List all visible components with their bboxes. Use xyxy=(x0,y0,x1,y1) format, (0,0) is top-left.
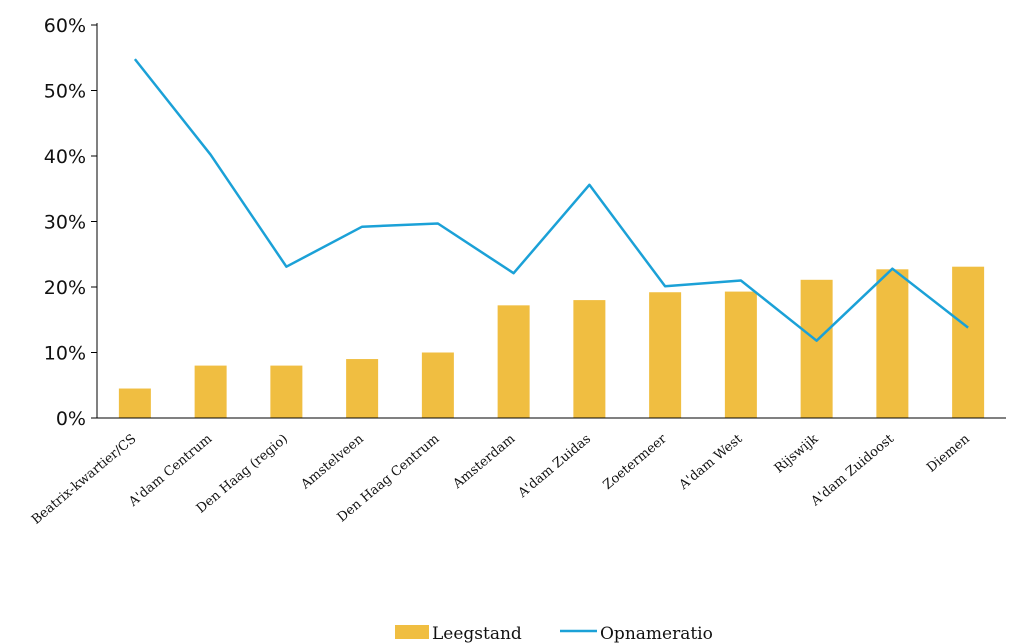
y-tick-label: 10% xyxy=(44,343,86,365)
y-tick-label: 40% xyxy=(44,146,86,168)
bar-leegstand xyxy=(270,365,303,418)
legend-swatch-leegstand xyxy=(395,625,429,639)
legend-label-leegstand: Leegstand xyxy=(432,624,522,643)
bar-leegstand xyxy=(194,365,227,418)
bar-leegstand xyxy=(876,269,909,418)
y-axis-ticks: 0% 10% 20% 30% 40% 50% 60% xyxy=(44,15,97,430)
y-tick-label: 30% xyxy=(44,212,86,234)
legend: Leegstand Opnameratio xyxy=(395,624,713,643)
bar-leegstand xyxy=(724,291,757,418)
x-tick-label: A'dam Zuidas xyxy=(515,432,594,502)
bar-leegstand xyxy=(649,292,682,418)
bar-leegstand xyxy=(497,305,530,418)
bar-leegstand xyxy=(118,388,151,418)
x-tick-label: Amstelveen xyxy=(298,431,368,493)
bar-leegstand xyxy=(952,266,985,418)
legend-label-opnameratio: Opnameratio xyxy=(600,624,713,643)
y-tick-label: 50% xyxy=(44,81,86,103)
x-tick-label: Diemen xyxy=(924,431,973,475)
y-tick-label: 60% xyxy=(44,15,86,37)
bar-leegstand xyxy=(346,359,379,418)
leegstand-bars xyxy=(118,266,985,418)
opnameratio-line xyxy=(133,58,969,342)
y-tick-label: 0% xyxy=(56,408,86,430)
x-tick-label: Rijswijk xyxy=(772,431,821,476)
x-tick-label: Zoetermeer xyxy=(601,431,671,493)
x-tick-label: A'dam West xyxy=(676,431,746,493)
bar-leegstand xyxy=(573,300,606,418)
y-tick-label: 20% xyxy=(44,277,86,299)
x-tick-label: Beatrix-kwartier/CS xyxy=(29,432,139,528)
bar-leegstand xyxy=(421,352,454,418)
bar-leegstand xyxy=(800,279,833,418)
x-tick-label: Amsterdam xyxy=(450,432,519,493)
x-tick-label: A'dam Zuidoost xyxy=(808,431,898,510)
